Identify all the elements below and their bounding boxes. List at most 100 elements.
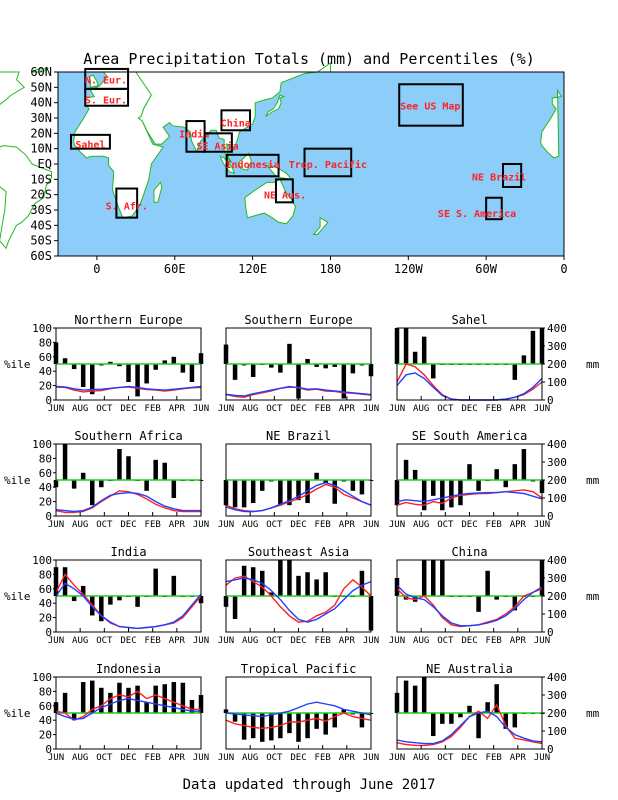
- percentile-bar: [332, 480, 337, 504]
- percentile-bar: [71, 596, 77, 602]
- percentile-bar: [530, 330, 536, 364]
- y2-tick-label: 0: [547, 743, 554, 756]
- panel-title: China: [451, 545, 487, 559]
- percentile-bar: [108, 596, 113, 605]
- south-america-landmass: [0, 145, 52, 250]
- percentile-bar: [512, 464, 518, 480]
- x-tick-label: OCT: [266, 753, 283, 763]
- y2-tick-label: 0: [547, 394, 554, 407]
- x-tick-label: DEC: [461, 404, 477, 414]
- lat-label: 30S: [30, 203, 52, 217]
- percentile-bar: [287, 560, 292, 596]
- percentile-bar: [117, 682, 122, 713]
- region-box-indonesia: [225, 153, 280, 178]
- percentile-bar: [269, 364, 274, 368]
- region-box-s-eur: [84, 87, 130, 107]
- percentile-bar: [153, 568, 158, 596]
- y2-tick-label: 200: [547, 707, 567, 720]
- percentile-bar: [305, 713, 310, 739]
- x-tick-label: DEC: [461, 753, 477, 763]
- x-tick-label: JUN: [193, 753, 209, 763]
- north-america-landmass: [0, 71, 26, 106]
- percentile-bar: [440, 480, 445, 511]
- y2-axis-label: mm: [586, 358, 600, 371]
- x-tick-label: FEB: [486, 636, 502, 646]
- x-tick-label: JUN: [48, 753, 64, 763]
- percentile-bar: [403, 328, 409, 364]
- x-tick-label: JUN: [363, 753, 379, 763]
- percentile-bar: [458, 480, 463, 506]
- x-tick-label: JUN: [389, 404, 405, 414]
- lon-label: 180: [320, 262, 342, 276]
- africa-wrap-landmass: [540, 88, 563, 159]
- region-box-s-afr: [115, 187, 139, 219]
- percentile-bar: [189, 700, 195, 713]
- percentile-bar: [296, 364, 301, 399]
- percentile-bar: [431, 364, 436, 379]
- lon-label: 120W: [394, 262, 424, 276]
- mm-series-blue: [225, 701, 372, 718]
- percentile-bar: [449, 480, 454, 508]
- x-tick-label: OCT: [437, 520, 454, 530]
- percentile-bar: [62, 567, 68, 596]
- percentile-bar: [250, 480, 256, 504]
- y-tick-label: 60: [39, 351, 52, 364]
- y2-tick-label: 0: [547, 626, 554, 639]
- percentile-bar: [305, 358, 310, 364]
- x-tick-label: AUG: [413, 520, 429, 530]
- x-tick-label: AUG: [413, 404, 429, 414]
- percentile-bar: [126, 364, 131, 382]
- x-tick-label: JUN: [389, 520, 405, 530]
- panel-ne-brazil: NE Brazil JUN AUG OCT DEC FEB APR JUN: [218, 429, 379, 530]
- x-tick-label: JUN: [193, 404, 209, 414]
- panel-southeast-asia: Southeast Asia JUN AUG OCT DEC FEB APR JUN: [218, 545, 379, 646]
- percentile-bar: [232, 713, 238, 722]
- x-tick-label: DEC: [120, 636, 136, 646]
- percentile-bar: [476, 480, 481, 491]
- x-tick-label: JUN: [48, 636, 64, 646]
- x-tick-label: FEB: [315, 404, 331, 414]
- x-tick-label: APR: [339, 636, 356, 646]
- percentile-bar: [287, 713, 292, 734]
- x-tick-label: AUG: [413, 753, 429, 763]
- region-label-see-us-map: See US Map: [400, 102, 460, 113]
- mm-series-blue: [396, 490, 543, 503]
- y-tick-label: 20: [39, 729, 52, 742]
- percentile-bar: [403, 680, 409, 713]
- x-tick-label: APR: [169, 636, 186, 646]
- percentile-bar: [260, 713, 265, 742]
- mm-series-red: [396, 489, 543, 506]
- x-tick-label: JUN: [389, 753, 405, 763]
- percentile-bar: [350, 480, 356, 491]
- percentile-bar: [241, 565, 247, 596]
- region-label-indonesia: Indonesia: [226, 159, 280, 171]
- percentile-bar: [62, 692, 68, 713]
- x-tick-label: DEC: [290, 520, 306, 530]
- percentile-bar: [412, 685, 418, 713]
- percentile-bar: [521, 449, 527, 480]
- percentile-bar: [108, 361, 113, 364]
- percentile-bar: [421, 560, 427, 596]
- y-tick-label: 100: [32, 322, 52, 335]
- x-tick-label: FEB: [315, 753, 331, 763]
- region-label-trop-pacific: Trop. Pacific: [289, 159, 367, 171]
- percentile-bar: [467, 705, 472, 713]
- region-box-se-s-america: [485, 196, 503, 221]
- region-label-india: India: [179, 128, 209, 140]
- y-tick-label: 20: [39, 612, 52, 625]
- mm-series-blue: [55, 385, 202, 391]
- percentile-bar: [135, 685, 140, 713]
- region-box-ne-brazil: [502, 163, 523, 188]
- x-tick-label: JUN: [534, 636, 550, 646]
- x-tick-label: OCT: [96, 753, 113, 763]
- x-tick-label: OCT: [437, 753, 454, 763]
- y2-tick-label: 400: [547, 671, 567, 684]
- percentile-bar: [314, 364, 319, 367]
- x-tick-label: DEC: [461, 636, 477, 646]
- x-tick-label: DEC: [290, 636, 306, 646]
- percentile-bar: [241, 480, 247, 508]
- percentile-bar: [117, 449, 122, 480]
